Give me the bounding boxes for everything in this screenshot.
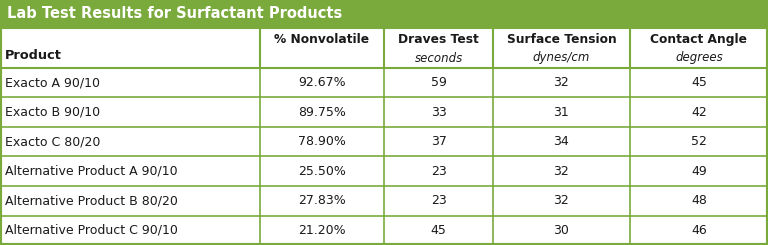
Bar [0, 68, 768, 98]
Text: Exacto A 90/10: Exacto A 90/10 [5, 76, 100, 89]
Text: Alternative Product C 90/10: Alternative Product C 90/10 [5, 224, 178, 237]
Text: 33: 33 [431, 106, 446, 119]
Text: Alternative Product A 90/10: Alternative Product A 90/10 [5, 165, 177, 178]
Text: 30: 30 [554, 224, 569, 237]
Text: 42: 42 [691, 106, 707, 119]
Text: 48: 48 [691, 194, 707, 207]
Text: 52: 52 [691, 135, 707, 148]
Text: Draves Test: Draves Test [398, 33, 479, 46]
Text: 49: 49 [691, 165, 707, 178]
Text: Surface Tension: Surface Tension [507, 33, 616, 46]
Text: Exacto B 90/10: Exacto B 90/10 [5, 106, 100, 119]
Bar [0, 0, 768, 28]
Text: 46: 46 [691, 224, 707, 237]
Text: seconds: seconds [415, 51, 462, 64]
Text: 21.20%: 21.20% [298, 224, 346, 237]
Text: 32: 32 [554, 76, 569, 89]
Text: 45: 45 [691, 76, 707, 89]
Text: 37: 37 [431, 135, 446, 148]
Text: % Nonvolatile: % Nonvolatile [274, 33, 369, 46]
Text: Contact Angle: Contact Angle [650, 33, 747, 46]
Text: 34: 34 [554, 135, 569, 148]
Text: Exacto C 80/20: Exacto C 80/20 [5, 135, 101, 148]
Text: 45: 45 [431, 224, 446, 237]
Text: Lab Test Results for Surfactant Products: Lab Test Results for Surfactant Products [7, 7, 343, 22]
Text: 92.67%: 92.67% [298, 76, 346, 89]
Bar [0, 98, 768, 127]
Text: Alternative Product B 80/20: Alternative Product B 80/20 [5, 194, 178, 207]
Text: 59: 59 [431, 76, 446, 89]
Bar [0, 157, 768, 186]
Text: Product: Product [5, 49, 62, 62]
Text: 25.50%: 25.50% [298, 165, 346, 178]
Text: 89.75%: 89.75% [298, 106, 346, 119]
Text: 23: 23 [431, 194, 446, 207]
Bar [0, 216, 768, 245]
Bar [0, 127, 768, 157]
Text: 78.90%: 78.90% [298, 135, 346, 148]
Bar [0, 28, 768, 68]
Text: 32: 32 [554, 194, 569, 207]
Text: 27.83%: 27.83% [298, 194, 346, 207]
Text: 23: 23 [431, 165, 446, 178]
Text: degrees: degrees [675, 51, 723, 64]
Text: 32: 32 [554, 165, 569, 178]
Text: dynes/cm: dynes/cm [533, 51, 590, 64]
Bar [0, 186, 768, 216]
Text: 31: 31 [554, 106, 569, 119]
